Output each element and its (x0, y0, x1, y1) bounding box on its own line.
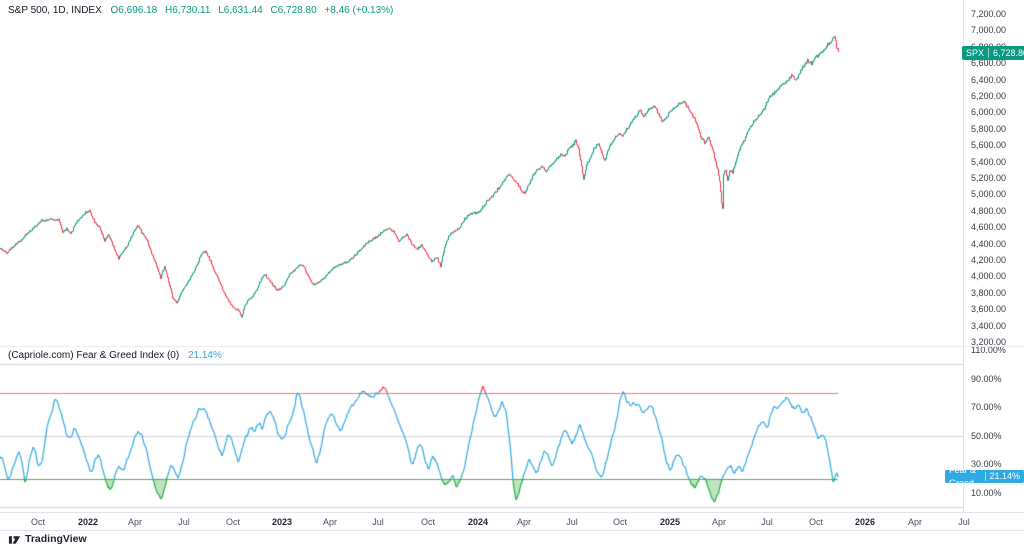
percent-tick-label: 10.00% (971, 488, 1002, 498)
bottom-toolbar: TradingView (0, 530, 1024, 547)
badge-divider (988, 48, 990, 58)
price-tick-label: 7,200.00 (971, 9, 1007, 19)
time-tick-label: Jul (958, 517, 970, 527)
price-tick-label: 5,800.00 (971, 123, 1007, 134)
time-tick-label: Jul (761, 517, 773, 527)
time-tick-label: Apr (516, 517, 532, 527)
time-tick-label: Apr (711, 517, 727, 527)
ohlc-low: L6,631.44 (218, 5, 263, 16)
chart-canvas[interactable] (0, 0, 963, 512)
ohlc-high: H6,730.11 (165, 5, 211, 16)
time-tick-label: 2024 (467, 517, 489, 527)
price-tick-label: 6,200.00 (971, 91, 1007, 101)
percent-tick-label: 110.00% (971, 345, 1006, 355)
badge-divider (984, 472, 986, 481)
indicator-legend[interactable]: (Capriole.com) Fear & Greed Index (0) 21… (8, 350, 222, 362)
tradingview-logo-icon (8, 535, 21, 544)
last-price-value: 6,728.80 (993, 47, 1024, 58)
percent-tick-label: 70.00% (971, 402, 1002, 413)
pane-separator[interactable] (0, 346, 1024, 347)
ohlc-open: O6,696.18 (110, 5, 158, 16)
time-tick-label: Oct (420, 517, 436, 527)
price-tick-label: 4,000.00 (971, 271, 1007, 282)
symbol-title[interactable]: S&P 500, 1D, INDEX (8, 5, 102, 16)
price-scale[interactable]: 7,200.007,000.006,800.006,600.006,400.00… (963, 0, 1024, 512)
time-tick-label: Oct (30, 517, 46, 527)
price-tick-label: 5,600.00 (971, 140, 1007, 151)
price-tick-label: 6,000.00 (971, 107, 1007, 118)
indicator-value: 21.14% (187, 350, 222, 361)
time-tick-label: Jul (566, 517, 578, 527)
price-tick-label: 6,400.00 (971, 74, 1007, 85)
price-tick-label: 3,800.00 (971, 287, 1007, 298)
price-tick-label: 3,600.00 (971, 304, 1007, 315)
price-tick-label: 5,200.00 (971, 173, 1007, 183)
time-tick-label: Oct (612, 517, 628, 527)
percent-tick-label: 90.00% (971, 373, 1002, 384)
tradingview-logo-text: TradingView (25, 533, 87, 545)
tradingview-logo[interactable]: TradingView (8, 533, 87, 546)
price-tick-label: 3,400.00 (971, 320, 1007, 331)
time-tick-label: Oct (808, 517, 824, 527)
last-price-badge: SPX 6,728.80 (962, 46, 1024, 60)
time-tick-label: 2023 (271, 517, 293, 527)
time-scale[interactable]: Oct 2022 Apr Jul Oct 2023 Apr Jul Oct 2024 Apr Jul O… (0, 512, 1024, 531)
price-tick-label: 5,000.00 (971, 189, 1007, 200)
last-price-symbol: SPX (966, 47, 985, 58)
time-tick-label: Jul (178, 517, 190, 527)
time-tick-label: 2025 (659, 517, 681, 527)
price-change: +8.46 (+0.13%) (324, 5, 394, 16)
price-tick-label: 4,600.00 (971, 222, 1007, 233)
price-tick-label: 6,600.00 (971, 58, 1007, 69)
time-tick-label: 2022 (77, 517, 99, 527)
price-tick-label: 3,200.00 (971, 337, 1007, 347)
time-tick-label: Oct (225, 517, 241, 527)
time-tick-label: 2026 (854, 517, 876, 527)
time-tick-label: Jul (372, 517, 384, 527)
indicator-badge-name: Fear & Greed (949, 464, 977, 488)
price-tick-label: 4,200.00 (971, 255, 1007, 265)
price-tick-label: 4,400.00 (971, 238, 1007, 249)
indicator-badge-value: 21.14% (989, 471, 1020, 481)
indicator-value-badge: Fear & Greed 21.14% (945, 465, 1024, 488)
symbol-legend[interactable]: S&P 500, 1D, INDEX O6,696.18 H6,730.11 L… (8, 5, 398, 17)
price-tick-label: 4,800.00 (971, 205, 1007, 216)
time-tick-label: Apr (907, 517, 923, 527)
ohlc-close: C6,728.80 (270, 5, 317, 16)
percent-tick-label: 50.00% (971, 430, 1002, 441)
percent-tick-label: 30.00% (971, 459, 1002, 470)
price-tick-label: 5,400.00 (971, 156, 1007, 167)
price-tick-label: 7,000.00 (971, 25, 1007, 36)
time-tick-label: Apr (322, 517, 338, 527)
time-tick-label: Apr (127, 517, 143, 527)
indicator-title[interactable]: (Capriole.com) Fear & Greed Index (0) (8, 350, 180, 361)
